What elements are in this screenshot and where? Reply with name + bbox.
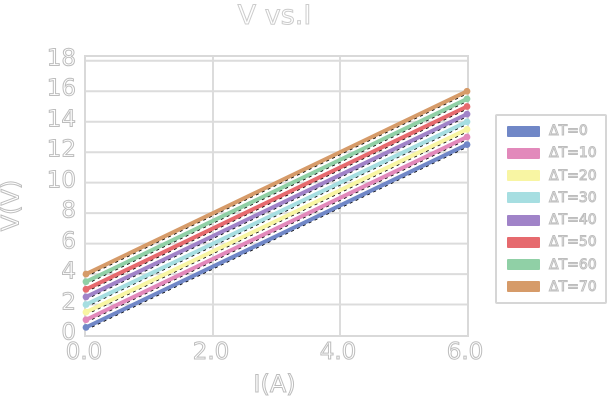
marker-end-ΔT=30 — [463, 118, 471, 126]
marker-start-ΔT=20 — [82, 308, 90, 316]
x-tick-label: 6.0 — [446, 339, 484, 365]
y-tick-label: 16 — [46, 75, 76, 102]
fit-line-ΔT=40 — [85, 115, 468, 300]
series-line-ΔT=50 — [84, 104, 469, 292]
y-tick-label: 8 — [61, 197, 77, 224]
fit-line-ΔT=10 — [85, 138, 468, 323]
y-tick-label: 2 — [61, 289, 77, 316]
legend-label: ΔT=0 — [549, 123, 589, 139]
y-tick-label: 18 — [46, 45, 76, 72]
fit-line-ΔT=30 — [85, 123, 468, 308]
y-tick-label: 0 — [61, 319, 77, 346]
y-tick-label: 6 — [61, 228, 77, 255]
marker-start-ΔT=70 — [82, 270, 90, 278]
fit-line-ΔT=50 — [85, 108, 468, 293]
legend-entry: ΔT=40 — [497, 212, 605, 229]
series-line-ΔT=60 — [84, 96, 469, 284]
series-line-ΔT=10 — [84, 134, 469, 322]
marker-end-ΔT=70 — [463, 87, 471, 95]
y-tick-label: 4 — [61, 258, 77, 285]
legend-label: ΔT=70 — [549, 278, 598, 295]
chart-title: V vs.I — [237, 0, 312, 32]
legend: ΔT=0 ΔT=10 ΔT=20 ΔT=30 ΔT=40 ΔT=50 ΔT=60 ΔT=70 — [495, 114, 607, 304]
legend-label: ΔT=30 — [549, 189, 598, 206]
legend-entry: ΔT=60 — [497, 256, 605, 273]
marker-start-ΔT=50 — [82, 285, 90, 293]
marker-start-ΔT=60 — [82, 278, 90, 286]
plot-canvas — [82, 57, 471, 335]
x-axis-label: I(A) — [253, 370, 296, 398]
legend-entry: ΔT=10 — [497, 145, 605, 162]
marker-end-ΔT=60 — [463, 95, 471, 103]
y-axis-label: V(V) — [0, 179, 25, 232]
marker-start-ΔT=30 — [82, 301, 90, 308]
legend-entry: ΔT=50 — [497, 234, 605, 251]
legend-swatch — [507, 147, 540, 159]
legend-label: ΔT=60 — [549, 256, 598, 273]
legend-swatch — [507, 170, 540, 182]
fit-line-ΔT=70 — [85, 93, 468, 278]
series-line-ΔT=70 — [84, 89, 469, 277]
legend-label: ΔT=20 — [549, 167, 598, 184]
x-tick-label: 4.0 — [319, 339, 357, 365]
series-line-ΔT=30 — [84, 119, 469, 307]
legend-label: ΔT=10 — [549, 145, 598, 162]
y-tick-label: 12 — [46, 136, 76, 163]
marker-end-ΔT=0 — [463, 141, 471, 148]
marker-end-ΔT=40 — [463, 110, 471, 118]
legend-swatch — [507, 125, 540, 137]
legend-swatch — [507, 214, 540, 226]
fit-line-ΔT=60 — [85, 100, 468, 285]
x-tick-label: 2.0 — [192, 339, 230, 365]
legend-entry: ΔT=20 — [497, 167, 605, 184]
legend-entry: ΔT=30 — [497, 189, 605, 206]
marker-end-ΔT=20 — [463, 125, 471, 133]
fit-line-ΔT=0 — [85, 146, 468, 331]
marker-end-ΔT=10 — [463, 133, 471, 141]
marker-start-ΔT=40 — [82, 293, 90, 301]
marker-start-ΔT=10 — [82, 316, 90, 324]
marker-start-ΔT=0 — [82, 323, 90, 331]
legend-swatch — [507, 236, 540, 248]
y-tick-label: 14 — [46, 106, 76, 133]
series-line-ΔT=20 — [84, 127, 469, 315]
legend-label: ΔT=50 — [549, 234, 598, 251]
legend-label: ΔT=40 — [549, 212, 598, 229]
plot-area — [82, 55, 471, 337]
fit-line-ΔT=20 — [85, 131, 468, 316]
x-tick-label: 0.0 — [65, 339, 103, 365]
legend-entry: ΔT=70 — [497, 278, 605, 295]
series-line-ΔT=0 — [84, 142, 469, 330]
series-line-ΔT=40 — [84, 112, 469, 299]
legend-swatch — [507, 192, 540, 204]
legend-entry: ΔT=0 — [497, 123, 605, 139]
legend-swatch — [507, 281, 540, 293]
legend-swatch — [507, 259, 540, 271]
marker-end-ΔT=50 — [463, 103, 471, 110]
y-tick-label: 10 — [46, 167, 76, 194]
